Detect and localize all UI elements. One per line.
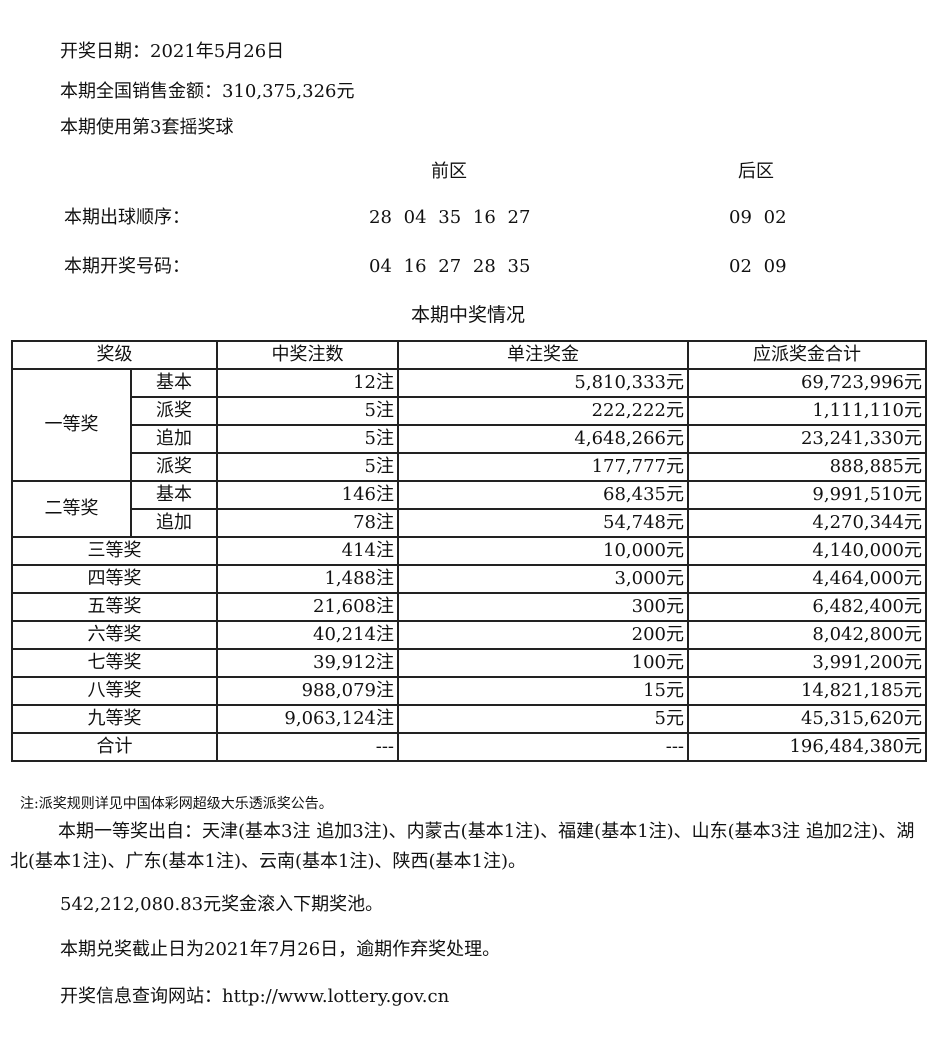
claim-deadline: 本期兑奖截止日为2021年7月26日，逾期作弃奖处理。 — [60, 939, 501, 960]
sub-level: 追加 — [130, 424, 218, 454]
table-row: 九等奖 9,063,124注 5元 45,315,620元 — [11, 704, 927, 734]
second-prize-label: 二等奖 — [11, 480, 132, 538]
front-zone-label: 前区 — [431, 161, 467, 182]
table-row: 一等奖 基本 12注 5,810,333元 69,723,996元 — [11, 368, 927, 482]
winning-numbers-back: 02 09 — [729, 256, 787, 277]
total-cell: 9,991,510元 — [687, 480, 927, 510]
table-row: 追加 78注 54,748元 4,270,344元 — [12, 508, 927, 538]
first-prize-regions: 本期一等奖出自：天津(基本3注 追加3注)、内蒙古(基本1注)、福建(基本1注)… — [10, 821, 915, 872]
level-cell: 五等奖 — [11, 592, 218, 622]
sub-level: 派奖 — [130, 452, 218, 482]
header-count: 中奖注数 — [216, 340, 399, 370]
sales-amount: 本期全国销售金额：310,375,326元 — [60, 81, 355, 102]
unit-cell: 177,777元 — [397, 452, 689, 482]
count-cell: 988,079注 — [216, 676, 399, 706]
total-cell: 1,111,110元 — [687, 396, 927, 426]
count-cell: 1,488注 — [216, 564, 399, 594]
header-total: 应派奖金合计 — [687, 340, 927, 370]
sub-level: 派奖 — [130, 396, 218, 426]
level-cell: 七等奖 — [11, 648, 218, 678]
count-cell: 40,214注 — [216, 620, 399, 650]
total-cell: 23,241,330元 — [687, 424, 927, 454]
table-title: 本期中奖情况 — [410, 304, 525, 326]
unit-cell: 15元 — [397, 676, 689, 706]
count-cell: 5注 — [216, 396, 399, 426]
level-cell: 三等奖 — [11, 536, 218, 566]
prize-table: 奖级 中奖注数 单注奖金 应派奖金合计 一等奖 基本 12注 5,810,333… — [11, 340, 927, 762]
winning-numbers-front: 04 16 27 28 35 — [369, 256, 531, 277]
website-link[interactable]: http://www.lottery.gov.cn — [222, 986, 450, 1007]
winning-numbers-label: 本期开奖号码： — [64, 256, 190, 277]
table-row: 五等奖 21,608注 300元 6,482,400元 — [11, 592, 927, 622]
unit-cell: 5元 — [397, 704, 689, 734]
sub-level: 追加 — [130, 508, 218, 538]
unit-cell: 3,000元 — [397, 564, 689, 594]
sub-level: 基本 — [130, 368, 218, 398]
total-cell: 3,991,200元 — [687, 648, 927, 678]
unit-cell: 222,222元 — [397, 396, 689, 426]
table-row: 六等奖 40,214注 200元 8,042,800元 — [11, 620, 927, 650]
count-cell: 5注 — [216, 424, 399, 454]
unit-cell: 100元 — [397, 648, 689, 678]
total-cell: 14,821,185元 — [687, 676, 927, 706]
total-cell: 4,464,000元 — [687, 564, 927, 594]
unit-cell: 5,810,333元 — [397, 368, 689, 398]
draw-order-front: 28 04 35 16 27 — [369, 207, 531, 228]
unit-cell: 300元 — [397, 592, 689, 622]
total-cell: 6,482,400元 — [687, 592, 927, 622]
total-cell: 888,885元 — [687, 452, 927, 482]
website-label: 开奖信息查询网站： — [60, 986, 222, 1007]
count-cell: 12注 — [216, 368, 399, 398]
count-cell: 5注 — [216, 452, 399, 482]
level-cell: 合计 — [11, 732, 218, 762]
count-cell: --- — [216, 732, 399, 762]
total-cell: 45,315,620元 — [687, 704, 927, 734]
total-cell: 8,042,800元 — [687, 620, 927, 650]
header-unit: 单注奖金 — [397, 340, 689, 370]
draw-order-label: 本期出球顺序： — [64, 207, 190, 228]
draw-order-back: 09 02 — [729, 207, 787, 228]
first-prize-label: 一等奖 — [11, 368, 132, 482]
table-row: 四等奖 1,488注 3,000元 4,464,000元 — [11, 564, 927, 594]
total-cell: 4,270,344元 — [687, 508, 927, 538]
count-cell: 414注 — [216, 536, 399, 566]
unit-cell: --- — [397, 732, 689, 762]
count-cell: 146注 — [216, 480, 399, 510]
level-cell: 六等奖 — [11, 620, 218, 650]
unit-cell: 10,000元 — [397, 536, 689, 566]
total-cell: 69,723,996元 — [687, 368, 927, 398]
table-row: 派奖 5注 177,777元 888,885元 — [12, 452, 927, 482]
count-cell: 78注 — [216, 508, 399, 538]
draw-date: 开奖日期：2021年5月26日 — [60, 41, 285, 62]
table-header-row: 奖级 中奖注数 单注奖金 应派奖金合计 — [11, 340, 927, 370]
count-cell: 39,912注 — [216, 648, 399, 678]
total-cell: 4,140,000元 — [687, 536, 927, 566]
rollover: 542,212,080.83元奖金滚入下期奖池。 — [60, 894, 384, 915]
back-zone-label: 后区 — [738, 161, 774, 182]
level-cell: 八等奖 — [11, 676, 218, 706]
footnote: 注:派奖规则详见中国体彩网超级大乐透派奖公告。 — [20, 796, 333, 812]
count-cell: 9,063,124注 — [216, 704, 399, 734]
table-row: 二等奖 基本 146注 68,435元 9,991,510元 — [11, 480, 927, 538]
table-row: 追加 5注 4,648,266元 23,241,330元 — [12, 424, 927, 454]
unit-cell: 54,748元 — [397, 508, 689, 538]
table-row: 合计 --- --- 196,484,380元 — [11, 732, 927, 762]
sub-level: 基本 — [130, 480, 218, 510]
table-row: 派奖 5注 222,222元 1,111,110元 — [12, 396, 927, 426]
table-row: 七等奖 39,912注 100元 3,991,200元 — [11, 648, 927, 678]
ball-set: 本期使用第3套摇奖球 — [60, 117, 234, 138]
unit-cell: 200元 — [397, 620, 689, 650]
header-level: 奖级 — [11, 340, 218, 370]
table-row: 八等奖 988,079注 15元 14,821,185元 — [11, 676, 927, 706]
count-cell: 21,608注 — [216, 592, 399, 622]
unit-cell: 68,435元 — [397, 480, 689, 510]
level-cell: 四等奖 — [11, 564, 218, 594]
total-cell: 196,484,380元 — [687, 732, 927, 762]
table-row: 三等奖 414注 10,000元 4,140,000元 — [11, 536, 927, 566]
unit-cell: 4,648,266元 — [397, 424, 689, 454]
level-cell: 九等奖 — [11, 704, 218, 734]
